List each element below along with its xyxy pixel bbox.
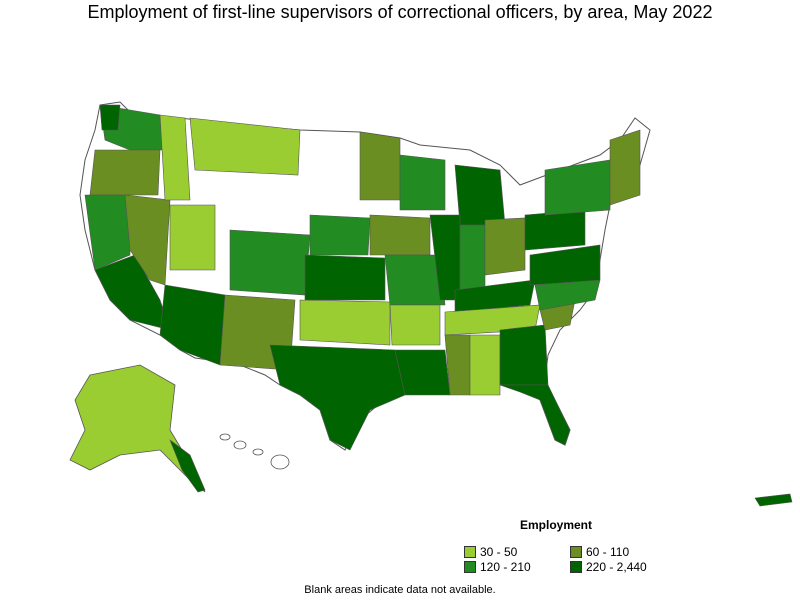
region-montana xyxy=(189,117,301,176)
legend-label: 60 - 110 xyxy=(586,545,630,559)
region-alaska xyxy=(69,364,206,493)
region-oregon xyxy=(89,149,161,196)
region-iowa xyxy=(369,214,431,256)
region-georgia xyxy=(499,324,549,386)
region-virginia xyxy=(529,244,601,286)
legend-label: 30 - 50 xyxy=(480,545,518,559)
region-puerto-rico xyxy=(754,493,793,507)
legend-item-120-210: 120 - 210 xyxy=(464,560,531,574)
region-michigan xyxy=(454,164,506,226)
legend-label: 220 - 2,440 xyxy=(586,560,647,574)
region-kansas xyxy=(304,254,386,301)
region-nebraska xyxy=(309,214,371,256)
region-ohio xyxy=(484,217,526,276)
region-oklahoma xyxy=(299,299,391,346)
region-alaska-southeast xyxy=(169,439,206,493)
legend-item-60-110: 60 - 110 xyxy=(570,545,629,559)
region-california-north xyxy=(84,194,131,271)
region-colorado xyxy=(229,229,311,296)
region-new-york xyxy=(544,159,611,216)
region-utah xyxy=(169,204,216,271)
footnote: Blank areas indicate data not available. xyxy=(304,584,496,596)
map-title: Employment of first-line supervisors of … xyxy=(87,2,713,22)
legend-swatch xyxy=(464,561,476,573)
legend: Employment 30 - 50 60 - 110 120 - 210 22… xyxy=(462,518,692,578)
region-arkansas xyxy=(389,304,441,346)
legend-swatch xyxy=(464,546,476,558)
region-idaho xyxy=(159,114,191,201)
legend-swatch xyxy=(570,546,582,558)
region-minnesota xyxy=(359,131,401,201)
region-florida xyxy=(499,384,571,446)
legend-item-220-2440: 220 - 2,440 xyxy=(570,560,647,574)
region-arizona xyxy=(159,284,226,366)
legend-item-30-50: 30 - 50 xyxy=(464,545,517,559)
region-texas xyxy=(269,344,406,451)
region-louisiana xyxy=(394,349,451,396)
region-wa-coast xyxy=(99,104,121,131)
legend-swatch xyxy=(570,561,582,573)
legend-label: 120 - 210 xyxy=(480,560,531,574)
region-nevada xyxy=(124,194,171,286)
region-new-england xyxy=(609,129,641,206)
region-hawaii xyxy=(219,433,290,470)
region-missouri xyxy=(384,254,446,306)
region-indiana xyxy=(459,224,486,291)
map-regions xyxy=(84,104,641,451)
region-alabama xyxy=(469,334,501,396)
region-wisconsin xyxy=(399,154,446,211)
legend-title: Employment xyxy=(520,518,593,532)
region-kentucky xyxy=(454,279,536,313)
region-pennsylvania xyxy=(524,209,586,251)
